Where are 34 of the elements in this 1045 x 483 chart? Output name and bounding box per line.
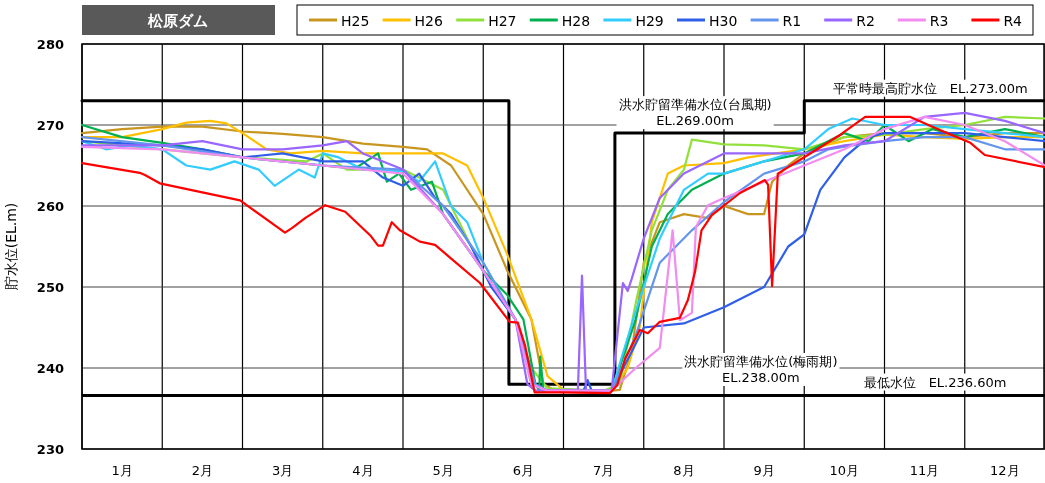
x-tick-label: 11月 [909, 463, 940, 478]
legend-label: R1 [782, 13, 802, 29]
x-tick-label: 10月 [829, 463, 860, 478]
x-tick-label: 8月 [673, 463, 695, 478]
y-tick-label: 270 [36, 118, 64, 133]
legend-label: H25 [341, 13, 370, 29]
legend-label: R2 [856, 13, 875, 29]
legend-label: H28 [561, 13, 591, 29]
y-tick-label: 230 [36, 442, 64, 457]
annotation: 平常時最高貯水位 EL.273.00m [832, 80, 1028, 96]
y-tick-label: 240 [36, 361, 64, 376]
y-tick-label: 260 [36, 199, 64, 214]
x-tick-label: 5月 [432, 463, 454, 478]
x-tick-label: 9月 [753, 463, 775, 478]
x-tick-label: 4月 [352, 463, 374, 478]
y-axis-title: 貯水位(EL.m) [3, 202, 19, 291]
x-tick-label: 2月 [191, 463, 214, 478]
annotation: 洪水貯留準備水位(梅雨期) EL.238.00m [684, 354, 838, 385]
legend-label: H29 [635, 13, 664, 29]
x-tick-label: 6月 [512, 463, 535, 478]
legend-label: R3 [929, 13, 949, 29]
legend-label: R4 [1003, 13, 1023, 29]
x-tick-label: 12月 [990, 463, 1020, 478]
ref-line-label: 最低水位 EL.236.60m [863, 374, 1007, 390]
x-tick-label: 1月 [111, 463, 133, 478]
y-tick-label: 280 [36, 37, 64, 52]
legend-label: H30 [709, 13, 738, 29]
legend-label: H26 [414, 13, 444, 29]
annotation: 洪水貯留準備水位(台風期) EL.269.00m [618, 97, 772, 129]
x-tick-label: 7月 [592, 463, 615, 478]
chart-title: 松原ダム [147, 12, 208, 30]
y-tick-label: 250 [36, 280, 64, 295]
x-tick-label: 3月 [271, 463, 294, 478]
legend-label: H27 [488, 13, 517, 29]
